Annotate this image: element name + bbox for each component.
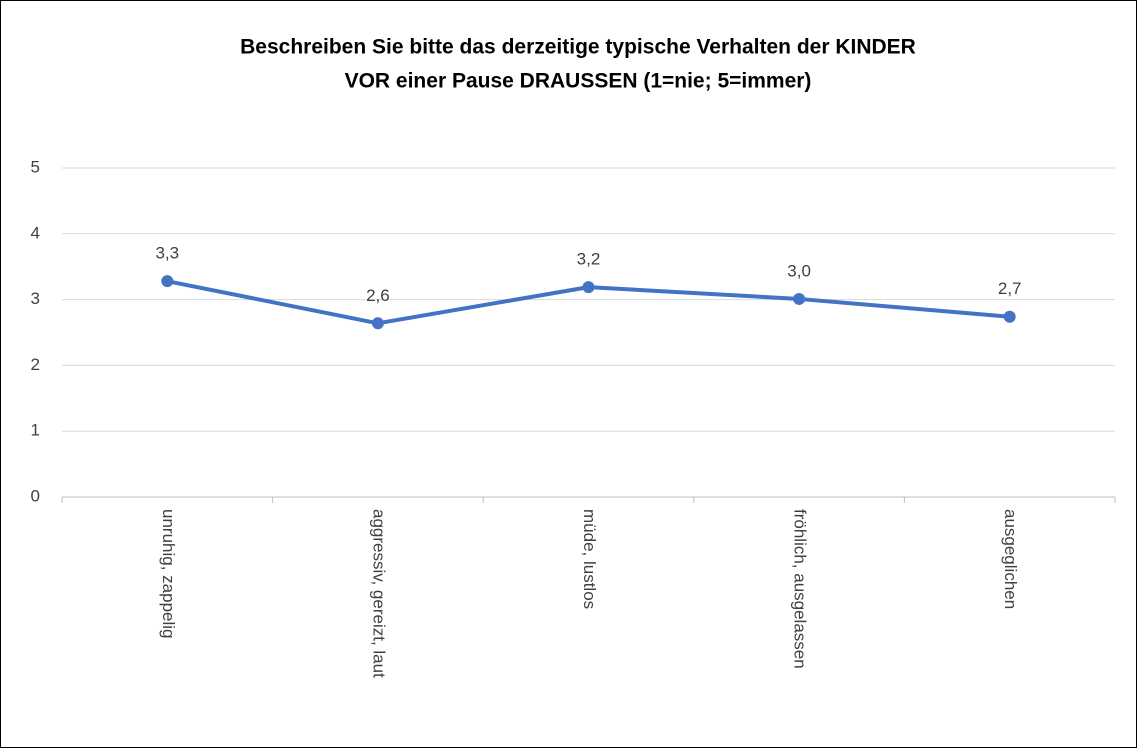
- x-tick-label: müde, lustlos: [580, 509, 599, 609]
- y-tick-label: 3: [31, 289, 40, 308]
- marker: [793, 292, 806, 305]
- x-tick-label: aggressiv, gereizt, laut: [369, 509, 388, 678]
- x-tick-label: unruhig, zappelig: [159, 509, 178, 638]
- marker: [1003, 310, 1016, 323]
- y-tick-label: 4: [31, 223, 40, 242]
- y-tick-label: 2: [31, 355, 40, 374]
- data-label: 3,3: [155, 244, 179, 263]
- marker: [161, 275, 174, 288]
- chart-title: Beschreiben Sie bitte das derzeitige typ…: [240, 36, 916, 59]
- data-label: 3,0: [787, 261, 811, 280]
- data-label: 2,6: [366, 286, 390, 305]
- y-tick-label: 0: [31, 486, 40, 505]
- marker: [371, 317, 384, 330]
- y-tick-label: 5: [31, 157, 40, 176]
- data-label: 2,7: [998, 279, 1022, 298]
- chart-title: VOR einer Pause DRAUSSEN (1=nie; 5=immer…: [345, 70, 812, 93]
- x-tick-label: fröhlich, ausgelassen: [791, 509, 810, 669]
- data-label: 3,2: [577, 250, 601, 269]
- y-tick-label: 1: [31, 421, 40, 440]
- marker: [582, 281, 595, 294]
- x-tick-label: ausgeglichen: [1001, 509, 1020, 609]
